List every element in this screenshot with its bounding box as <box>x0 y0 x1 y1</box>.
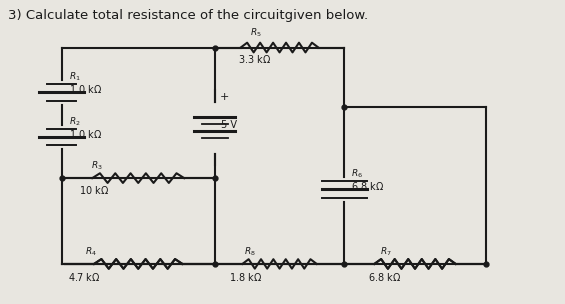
Text: $R_8$: $R_8$ <box>244 246 256 258</box>
Text: $R_2$: $R_2$ <box>69 115 80 127</box>
Text: 1.8 k$\Omega$: 1.8 k$\Omega$ <box>229 271 263 283</box>
Text: $R_3$: $R_3$ <box>91 160 103 172</box>
Text: $R_7$: $R_7$ <box>380 246 392 258</box>
Text: 1.0 k$\Omega$: 1.0 k$\Omega$ <box>69 128 102 140</box>
Text: 3) Calculate total resistance of the circuitgiven below.: 3) Calculate total resistance of the cir… <box>8 9 368 22</box>
Text: 5 V: 5 V <box>221 120 237 130</box>
Text: $R_6$: $R_6$ <box>351 167 363 180</box>
Text: 6.8 k$\Omega$: 6.8 k$\Omega$ <box>351 180 384 192</box>
Text: $R_1$: $R_1$ <box>69 70 80 83</box>
Text: 10 k$\Omega$: 10 k$\Omega$ <box>79 184 110 196</box>
Text: 4.7 k$\Omega$: 4.7 k$\Omega$ <box>68 271 100 283</box>
Text: 1.0 k$\Omega$: 1.0 k$\Omega$ <box>69 83 102 95</box>
Text: +: + <box>219 92 229 102</box>
Text: $R_4$: $R_4$ <box>85 246 97 258</box>
Text: 3.3 k$\Omega$: 3.3 k$\Omega$ <box>238 53 272 65</box>
Text: $R_5$: $R_5$ <box>250 27 262 39</box>
Text: 6.8 k$\Omega$: 6.8 k$\Omega$ <box>368 271 401 283</box>
